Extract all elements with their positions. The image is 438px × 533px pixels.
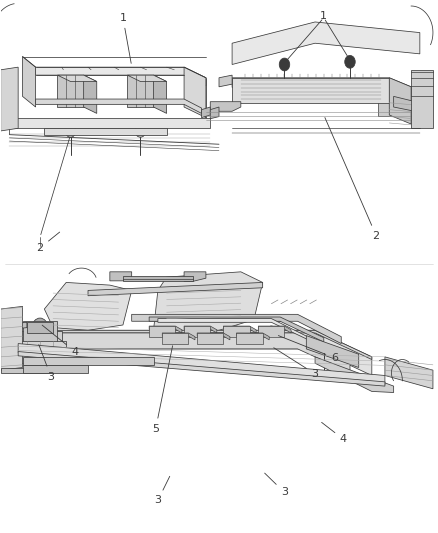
Circle shape bbox=[158, 326, 166, 337]
Polygon shape bbox=[258, 326, 285, 337]
Polygon shape bbox=[153, 272, 263, 336]
Polygon shape bbox=[232, 22, 420, 64]
Polygon shape bbox=[123, 276, 193, 281]
Polygon shape bbox=[18, 344, 385, 384]
Polygon shape bbox=[158, 319, 311, 341]
Circle shape bbox=[279, 58, 290, 71]
Polygon shape bbox=[88, 282, 263, 296]
Polygon shape bbox=[22, 365, 88, 373]
Polygon shape bbox=[1, 341, 66, 348]
Polygon shape bbox=[201, 107, 210, 118]
Polygon shape bbox=[18, 352, 385, 386]
Polygon shape bbox=[219, 75, 232, 87]
Circle shape bbox=[68, 96, 73, 102]
Circle shape bbox=[65, 125, 76, 138]
Polygon shape bbox=[223, 326, 250, 337]
Polygon shape bbox=[62, 333, 350, 373]
Circle shape bbox=[67, 87, 74, 95]
Polygon shape bbox=[184, 272, 206, 281]
Polygon shape bbox=[197, 333, 230, 340]
Polygon shape bbox=[132, 314, 341, 344]
Polygon shape bbox=[232, 78, 411, 96]
Polygon shape bbox=[394, 96, 420, 112]
Polygon shape bbox=[44, 330, 372, 360]
Circle shape bbox=[32, 318, 48, 337]
Polygon shape bbox=[57, 75, 84, 107]
Polygon shape bbox=[1, 368, 53, 373]
Polygon shape bbox=[153, 75, 166, 114]
Polygon shape bbox=[84, 75, 97, 114]
Circle shape bbox=[206, 333, 215, 344]
Polygon shape bbox=[44, 330, 372, 375]
Polygon shape bbox=[149, 326, 175, 337]
Polygon shape bbox=[44, 128, 166, 135]
Polygon shape bbox=[162, 333, 195, 340]
Polygon shape bbox=[149, 326, 182, 333]
Polygon shape bbox=[232, 78, 389, 103]
Text: 5: 5 bbox=[152, 346, 173, 434]
FancyBboxPatch shape bbox=[396, 101, 409, 116]
Text: 2: 2 bbox=[36, 232, 60, 253]
Polygon shape bbox=[184, 326, 217, 333]
Polygon shape bbox=[1, 306, 22, 370]
Polygon shape bbox=[57, 75, 97, 82]
Polygon shape bbox=[258, 326, 291, 333]
Polygon shape bbox=[237, 333, 263, 344]
Text: 3: 3 bbox=[39, 344, 54, 382]
Polygon shape bbox=[22, 357, 153, 365]
Polygon shape bbox=[149, 317, 324, 342]
Circle shape bbox=[316, 334, 332, 353]
Text: 1: 1 bbox=[320, 11, 327, 21]
Polygon shape bbox=[1, 322, 27, 330]
Polygon shape bbox=[197, 333, 223, 344]
Text: 3: 3 bbox=[274, 348, 318, 379]
Circle shape bbox=[319, 91, 328, 102]
Text: 6: 6 bbox=[278, 336, 338, 363]
Polygon shape bbox=[22, 56, 35, 107]
Text: 3: 3 bbox=[154, 477, 170, 505]
Polygon shape bbox=[184, 326, 210, 337]
Polygon shape bbox=[44, 282, 132, 330]
Text: 3: 3 bbox=[265, 473, 288, 497]
Polygon shape bbox=[27, 322, 53, 333]
Circle shape bbox=[35, 322, 44, 333]
Circle shape bbox=[137, 87, 144, 95]
Circle shape bbox=[135, 125, 146, 138]
Text: 1: 1 bbox=[120, 13, 131, 63]
Polygon shape bbox=[110, 272, 132, 281]
Polygon shape bbox=[162, 333, 188, 344]
Polygon shape bbox=[184, 67, 206, 118]
Polygon shape bbox=[237, 333, 269, 340]
Circle shape bbox=[138, 96, 143, 102]
Polygon shape bbox=[127, 75, 166, 82]
Polygon shape bbox=[127, 75, 153, 107]
Circle shape bbox=[267, 326, 276, 337]
Polygon shape bbox=[223, 326, 256, 333]
Polygon shape bbox=[35, 67, 206, 86]
Circle shape bbox=[171, 333, 180, 344]
Text: 2: 2 bbox=[325, 118, 380, 241]
Polygon shape bbox=[10, 118, 210, 128]
Polygon shape bbox=[210, 107, 219, 119]
Polygon shape bbox=[35, 99, 201, 114]
Circle shape bbox=[245, 333, 254, 344]
Polygon shape bbox=[411, 70, 433, 128]
Text: 4: 4 bbox=[42, 325, 78, 357]
Polygon shape bbox=[306, 336, 359, 368]
Polygon shape bbox=[389, 78, 411, 124]
Circle shape bbox=[345, 55, 355, 68]
Polygon shape bbox=[315, 357, 394, 392]
Polygon shape bbox=[385, 357, 433, 389]
Polygon shape bbox=[1, 326, 18, 338]
Circle shape bbox=[193, 326, 201, 337]
Polygon shape bbox=[18, 332, 62, 343]
FancyBboxPatch shape bbox=[378, 101, 392, 116]
Circle shape bbox=[232, 326, 241, 337]
Circle shape bbox=[319, 338, 328, 349]
Polygon shape bbox=[1, 348, 62, 365]
Polygon shape bbox=[22, 321, 57, 343]
Polygon shape bbox=[210, 102, 241, 111]
Polygon shape bbox=[1, 67, 18, 131]
Text: 4: 4 bbox=[321, 422, 347, 445]
